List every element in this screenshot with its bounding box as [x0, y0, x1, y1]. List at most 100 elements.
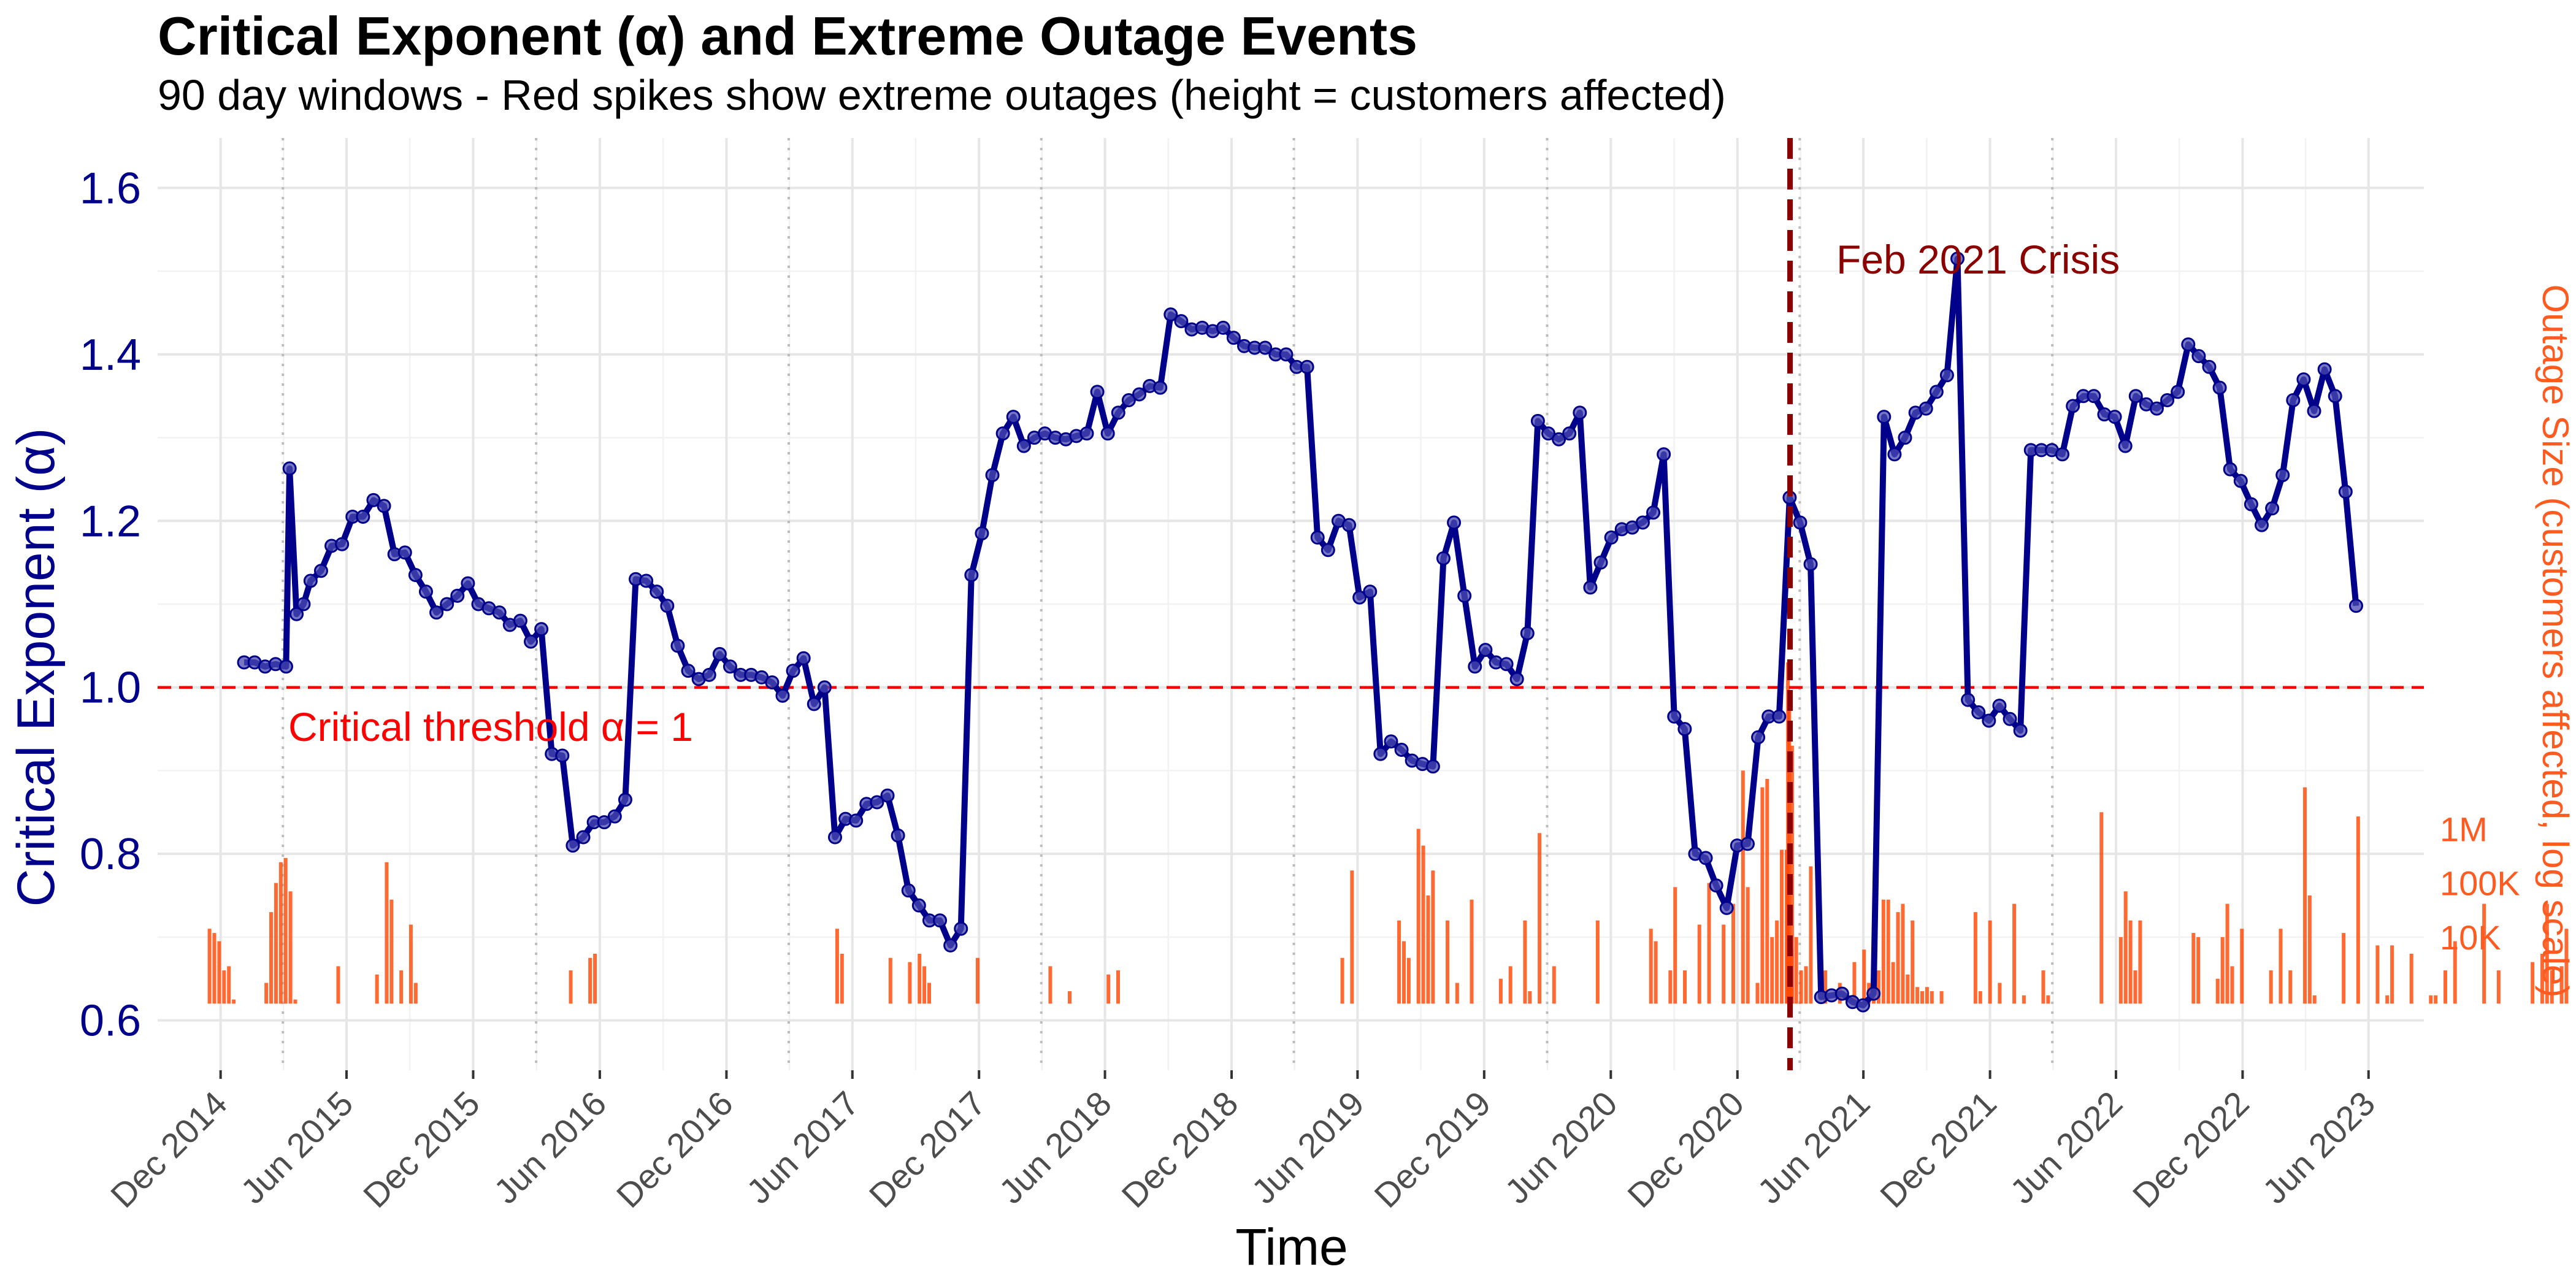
alpha-point — [2348, 599, 2363, 613]
alpha-point — [1877, 410, 1892, 424]
alpha-point — [1394, 743, 1409, 757]
alpha-point — [576, 830, 591, 845]
chart-subtitle: 90 day windows - Red spikes show extreme… — [158, 71, 1726, 119]
alpha-point — [1667, 709, 1682, 724]
y-tick-label: 1.0 — [80, 664, 141, 713]
alpha-point — [1803, 557, 1818, 572]
alpha-point — [1121, 393, 1136, 407]
alpha-point — [1593, 555, 1608, 570]
alpha-point — [891, 828, 905, 843]
alpha-point — [1468, 659, 1482, 674]
alpha-point — [2317, 362, 2332, 377]
alpha-point — [1982, 713, 1996, 728]
alpha-point — [377, 499, 391, 513]
alpha-point — [1457, 588, 1472, 603]
alpha-point — [1373, 746, 1388, 761]
alpha-point — [1573, 405, 1587, 420]
alpha-point — [849, 813, 864, 828]
alpha-point — [534, 622, 549, 637]
alpha-point — [1163, 307, 1178, 322]
x-tick-label: Dec 2021 — [1873, 1084, 2004, 1215]
alpha-point — [2160, 393, 2175, 407]
alpha-point — [1919, 401, 1933, 416]
alpha-point — [723, 659, 737, 674]
alpha-point — [429, 605, 444, 620]
alpha-point — [1635, 515, 1650, 530]
alpha-point — [2244, 497, 2258, 512]
threshold-label: Critical threshold α = 1 — [288, 704, 693, 749]
alpha-point — [954, 921, 968, 936]
alpha-point — [775, 688, 790, 703]
alpha-point — [1856, 998, 1871, 1013]
crisis-label: Feb 2021 Crisis — [1836, 237, 2120, 282]
x-tick-label: Jun 2017 — [739, 1084, 866, 1211]
x-axis-title: Time — [1235, 1218, 1348, 1276]
alpha-point — [901, 883, 916, 898]
alpha-point — [2338, 485, 2353, 499]
x-tick-label: Jun 2015 — [233, 1084, 360, 1211]
alpha-point — [1279, 347, 1294, 362]
x-tick-label: Dec 2014 — [103, 1084, 234, 1215]
alpha-point — [1657, 447, 1671, 462]
alpha-point — [2118, 439, 2133, 453]
alpha-point — [565, 838, 580, 853]
alpha-point — [2149, 401, 2164, 416]
alpha-point — [513, 613, 527, 628]
year-markers — [282, 138, 2054, 1070]
x-tick-label: Dec 2017 — [862, 1084, 993, 1215]
alpha-point — [1793, 515, 1807, 530]
alpha-point — [1740, 837, 1755, 851]
alpha-point — [827, 830, 842, 845]
alpha-point — [765, 675, 780, 690]
chart-title: Critical Exponent (α) and Extreme Outage… — [158, 6, 1418, 66]
alpha-point — [2255, 518, 2269, 532]
alpha-point — [418, 585, 433, 599]
alpha-point — [1961, 692, 1976, 707]
alpha-point — [289, 607, 304, 621]
alpha-point — [1709, 878, 1723, 893]
alpha-point — [2191, 349, 2206, 364]
alpha-point — [670, 638, 685, 653]
alpha-point — [1363, 585, 1378, 599]
y-tick-label: 0.8 — [80, 830, 141, 879]
alpha-point — [303, 573, 318, 588]
alpha-point — [1079, 426, 1094, 441]
x-tick-label: Jun 2022 — [2003, 1084, 2129, 1211]
alpha-point — [1100, 426, 1115, 441]
alpha-point — [2107, 410, 2122, 424]
alpha-point — [524, 634, 539, 649]
alpha-point — [964, 568, 979, 582]
alpha-point — [817, 680, 832, 695]
alpha-point — [1646, 505, 1661, 520]
alpha-point — [807, 697, 821, 711]
alpha-point — [1698, 851, 1713, 865]
alpha-point — [278, 659, 293, 674]
alpha-point — [796, 651, 811, 665]
alpha-point — [440, 597, 454, 611]
x-tick-label: Dec 2016 — [609, 1084, 740, 1215]
x-tick-label: Jun 2018 — [992, 1084, 1119, 1211]
alpha-point — [880, 788, 895, 803]
alpha-point — [2233, 473, 2248, 488]
alpha-point — [296, 597, 311, 611]
alpha-point — [1509, 672, 1524, 686]
alpha-point — [1090, 385, 1105, 399]
alpha-point — [1226, 331, 1241, 345]
alpha-point — [975, 526, 989, 541]
alpha-point — [1478, 643, 1493, 657]
y-axis-title: Critical Exponent (α) — [7, 428, 66, 907]
alpha-point — [397, 545, 412, 560]
alpha-point — [2202, 359, 2217, 374]
alpha-point — [1006, 410, 1021, 424]
alpha-point — [2212, 380, 2227, 395]
x-tick-label: Jun 2023 — [2255, 1084, 2382, 1211]
alpha-point — [639, 573, 654, 588]
alpha-point — [1950, 251, 1965, 266]
alpha-point — [1552, 432, 1566, 447]
alpha-point — [933, 913, 948, 928]
alpha-point — [1772, 709, 1787, 724]
alpha-point — [1216, 320, 1230, 335]
alpha-point — [2286, 393, 2301, 407]
x-tick-label: Dec 2019 — [1367, 1084, 1498, 1215]
